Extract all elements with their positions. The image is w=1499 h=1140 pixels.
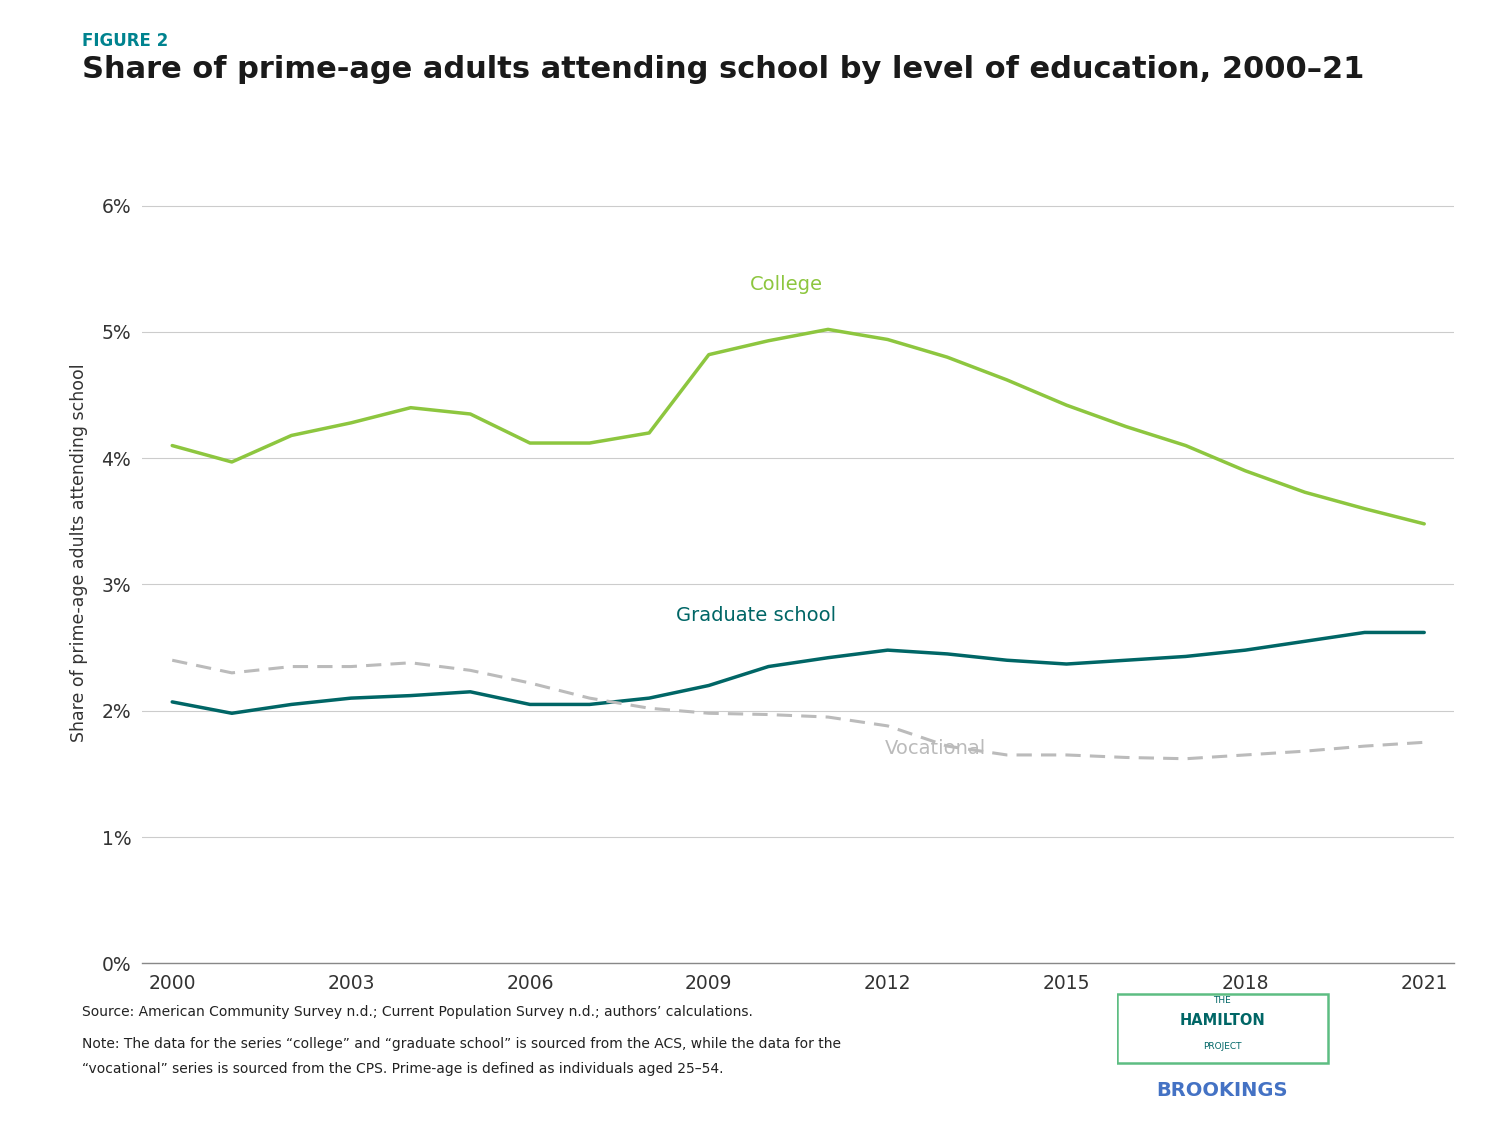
Text: Note: The data for the series “college” and “graduate school” is sourced from th: Note: The data for the series “college” … [82,1037,841,1051]
FancyBboxPatch shape [1117,994,1328,1062]
Text: College: College [750,275,823,294]
Text: Vocational: Vocational [884,739,986,757]
Text: HAMILTON: HAMILTON [1180,1012,1265,1028]
Text: Share of prime-age adults attending school by level of education, 2000–21: Share of prime-age adults attending scho… [82,55,1364,83]
Text: Graduate school: Graduate school [676,605,836,625]
Text: Source: American Community Survey n.d.; Current Population Survey n.d.; authors’: Source: American Community Survey n.d.; … [82,1005,754,1019]
Text: THE: THE [1214,995,1231,1004]
Text: FIGURE 2: FIGURE 2 [82,32,169,50]
Text: PROJECT: PROJECT [1204,1042,1241,1051]
Text: BROOKINGS: BROOKINGS [1157,1081,1288,1100]
Y-axis label: Share of prime-age adults attending school: Share of prime-age adults attending scho… [69,364,87,742]
Text: “vocational” series is sourced from the CPS. Prime-age is defined as individuals: “vocational” series is sourced from the … [82,1062,724,1076]
